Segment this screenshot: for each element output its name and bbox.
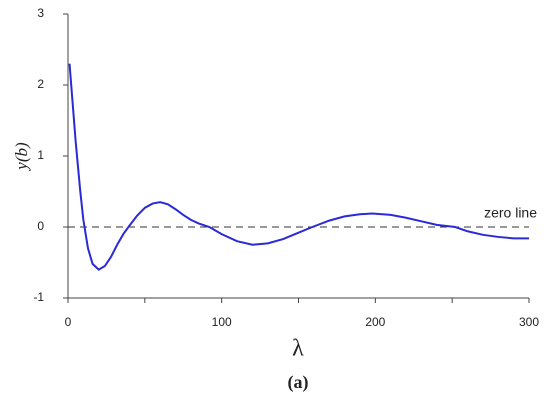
x-tick-label: 200 bbox=[365, 315, 385, 329]
y-tick-label: 0 bbox=[37, 219, 44, 233]
y-axis-label: y(b) bbox=[12, 142, 31, 172]
x-axis-label: λ bbox=[292, 336, 304, 362]
annotation: zero line bbox=[484, 205, 537, 221]
y-tick-label: -1 bbox=[33, 290, 44, 304]
y-tick-label: 1 bbox=[37, 148, 44, 162]
y-tick-label: 3 bbox=[37, 6, 44, 20]
y-tick-label: 2 bbox=[37, 77, 44, 91]
line-series bbox=[68, 63, 529, 271]
x-tick-label: 300 bbox=[519, 315, 539, 329]
x-tick-label: 100 bbox=[212, 315, 232, 329]
x-tick-label: 0 bbox=[65, 315, 72, 329]
caption: (a) bbox=[288, 372, 309, 393]
